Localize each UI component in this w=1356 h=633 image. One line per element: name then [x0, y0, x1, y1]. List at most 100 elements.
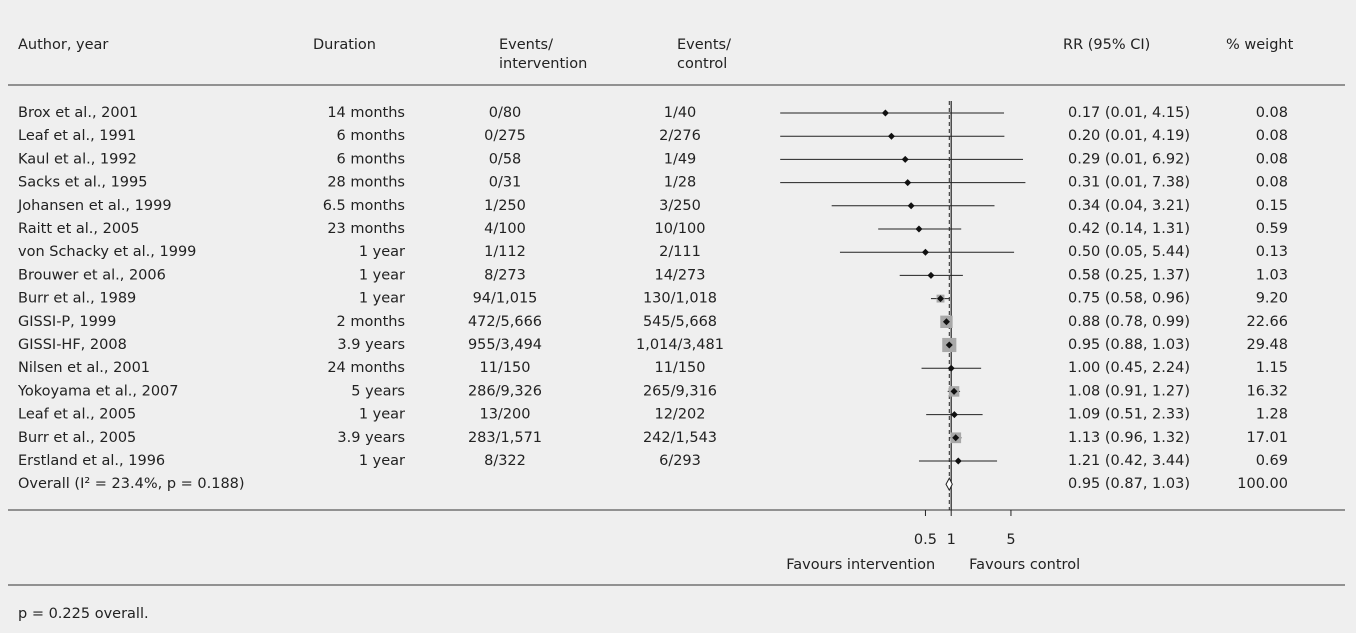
cell-rr: 1.21 (0.42, 3.44): [1068, 453, 1190, 469]
cell-rr: 0.58 (0.25, 1.37): [1068, 267, 1190, 283]
cell-rr: 0.34 (0.04, 3.21): [1068, 198, 1190, 214]
cell-weight: 0.13: [1256, 244, 1288, 260]
column-header: Events/: [677, 37, 731, 53]
cell-author: GISSI-HF, 2008: [18, 337, 127, 353]
cell-events-control: 10/100: [654, 221, 705, 237]
cell-events-intervention: 0/31: [489, 175, 522, 191]
cell-events-control: 545/5,668: [643, 314, 717, 330]
cell-weight: 9.20: [1256, 291, 1288, 307]
cell-weight: 0.69: [1256, 453, 1288, 469]
point-estimate: [901, 155, 909, 163]
cell-rr: 1.00 (0.45, 2.24): [1068, 360, 1190, 376]
x-tick-label: 1: [947, 532, 956, 548]
cell-author: Leaf et al., 2005: [18, 407, 136, 423]
cell-weight: 1.15: [1256, 360, 1288, 376]
cell-author: Leaf et al., 1991: [18, 128, 136, 144]
cell-weight: 29.48: [1246, 337, 1288, 353]
column-header: RR (95% CI): [1063, 37, 1150, 53]
cell-author: Kaul et al., 1992: [18, 151, 137, 167]
cell-weight: 0.08: [1256, 105, 1288, 121]
column-header: Author, year: [18, 37, 108, 53]
cell-rr: 0.50 (0.05, 5.44): [1068, 244, 1190, 260]
cell-author: Johansen et al., 1999: [17, 198, 172, 214]
cell-duration: 23 months: [327, 221, 405, 237]
cell-author: Brox et al., 2001: [18, 105, 138, 121]
cell-duration: 1 year: [359, 407, 405, 423]
footnote: p = 0.225 overall.: [18, 606, 149, 622]
cell-events-intervention: 11/150: [479, 360, 530, 376]
cell-events-control: 1/28: [664, 175, 697, 191]
cell-duration: 6 months: [337, 128, 405, 144]
cell-events-intervention: 283/1,571: [468, 430, 542, 446]
cell-duration: 6.5 months: [323, 198, 405, 214]
column-header: % weight: [1226, 37, 1294, 53]
cell-weight: 0.08: [1256, 175, 1288, 191]
point-estimate: [942, 318, 950, 326]
cell-duration: 1 year: [359, 244, 405, 260]
cell-events-intervention: 13/200: [479, 407, 530, 423]
point-estimate: [904, 179, 912, 187]
cell-author: Yokoyama et al., 2007: [17, 383, 179, 399]
cell-duration: 24 months: [327, 360, 405, 376]
cell-events-intervention: 8/322: [484, 453, 526, 469]
point-estimate: [954, 457, 962, 465]
point-estimate: [881, 109, 889, 117]
cell-events-control: 12/202: [654, 407, 705, 423]
overall-diamond: [945, 477, 953, 492]
cell-rr: 0.20 (0.01, 4.19): [1068, 128, 1190, 144]
column-header: Duration: [313, 37, 376, 53]
point-estimate: [947, 364, 955, 372]
cell-rr: 0.88 (0.78, 0.99): [1068, 314, 1190, 330]
cell-duration: 6 months: [337, 151, 405, 167]
cell-duration: 5 years: [351, 383, 405, 399]
cell-duration: 1 year: [359, 291, 405, 307]
cell-duration: 2 months: [337, 314, 405, 330]
cell-rr: 0.42 (0.14, 1.31): [1068, 221, 1190, 237]
cell-events-control: 2/111: [659, 244, 701, 260]
cell-author: Sacks et al., 1995: [18, 175, 147, 191]
overall-label: Overall (I² = 23.4%, p = 0.188): [18, 476, 245, 492]
column-header: intervention: [499, 56, 587, 72]
cell-events-intervention: 1/250: [484, 198, 526, 214]
point-estimate: [945, 341, 953, 349]
cell-author: GISSI-P, 1999: [18, 314, 116, 330]
cell-author: Brouwer et al., 2006: [18, 267, 166, 283]
cell-duration: 3.9 years: [337, 337, 405, 353]
point-estimate: [921, 248, 929, 256]
cell-events-intervention: 8/273: [484, 267, 526, 283]
cell-rr: 0.95 (0.87, 1.03): [1068, 476, 1190, 492]
x-tick-label: 5: [1006, 532, 1015, 548]
cell-rr: 0.29 (0.01, 6.92): [1068, 151, 1190, 167]
cell-author: von Schacky et al., 1999: [18, 244, 196, 260]
column-header: Events/: [499, 37, 553, 53]
cell-weight: 17.01: [1246, 430, 1288, 446]
cell-weight: 16.32: [1246, 383, 1288, 399]
cell-author: Erstland et al., 1996: [18, 453, 165, 469]
cell-weight: 0.59: [1256, 221, 1288, 237]
cell-rr: 1.08 (0.91, 1.27): [1068, 383, 1190, 399]
cell-events-intervention: 4/100: [484, 221, 526, 237]
cell-events-control: 265/9,316: [643, 383, 717, 399]
cell-events-intervention: 472/5,666: [468, 314, 542, 330]
cell-events-control: 1,014/3,481: [636, 337, 724, 353]
cell-weight: 1.03: [1256, 267, 1288, 283]
cell-events-control: 3/250: [659, 198, 701, 214]
cell-events-intervention: 94/1,015: [473, 291, 538, 307]
cell-weight: 1.28: [1256, 407, 1288, 423]
point-estimate: [937, 295, 945, 303]
cell-events-control: 2/276: [659, 128, 701, 144]
cell-events-control: 130/1,018: [643, 291, 717, 307]
cell-rr: 1.13 (0.96, 1.32): [1068, 430, 1190, 446]
cell-weight: 0.08: [1256, 128, 1288, 144]
x-label-right: Favours control: [969, 557, 1080, 573]
point-estimate: [887, 132, 895, 140]
point-estimate: [950, 387, 958, 395]
cell-author: Raitt et al., 2005: [18, 221, 140, 237]
cell-duration: 3.9 years: [337, 430, 405, 446]
cell-rr: 0.17 (0.01, 4.15): [1068, 105, 1190, 121]
cell-rr: 0.31 (0.01, 7.38): [1068, 175, 1190, 191]
cell-events-intervention: 955/3,494: [468, 337, 542, 353]
cell-weight: 22.66: [1246, 314, 1288, 330]
cell-duration: 1 year: [359, 453, 405, 469]
